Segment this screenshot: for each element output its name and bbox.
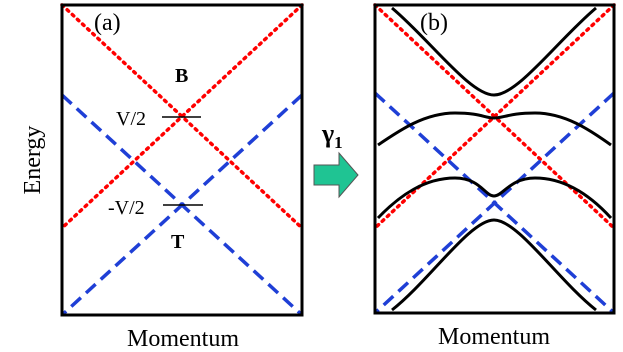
y-axis-label: Energy (20, 126, 46, 195)
arrow-symbol-gamma: γ (321, 119, 334, 148)
coupling-arrow: γ1 (313, 119, 359, 199)
hybrid-band-2 (377, 111, 612, 147)
panel-b-tag: (b) (420, 10, 448, 36)
hybrid-band-1 (391, 6, 597, 97)
hybrid-band-4 (391, 218, 597, 312)
band-b-label: B (175, 65, 188, 87)
panel-a: (a) B V/2 -V/2 T Momentum (60, 3, 304, 352)
arrow-symbol: γ1 (321, 119, 343, 152)
band-t-label: T (171, 231, 185, 253)
panel-b: (b) Momentum (373, 3, 616, 350)
panel-a-x-axis-label: Momentum (127, 326, 239, 352)
panel-b-x-axis-label: Momentum (438, 324, 550, 350)
panel-b-frame (373, 3, 616, 315)
level-upper-label: V/2 (116, 108, 146, 130)
arrow-symbol-subscript: 1 (334, 133, 343, 152)
panel-a-tag: (a) (94, 10, 121, 36)
arrow-icon (313, 151, 359, 199)
level-lower-label: -V/2 (108, 197, 145, 219)
hybrid-band-3 (376, 176, 613, 220)
panel-b-blue-line-2 (373, 91, 616, 315)
panel-a-frame (60, 3, 304, 317)
